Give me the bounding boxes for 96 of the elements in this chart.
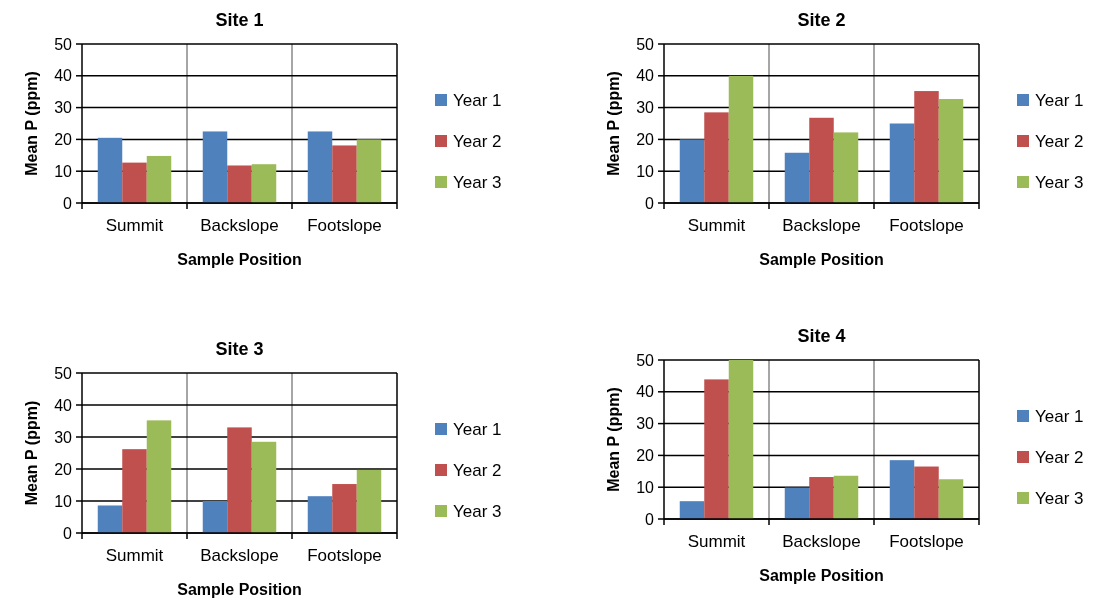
bar (938, 99, 964, 203)
y-axis-title: Mean P (ppm) (23, 71, 40, 176)
y-tick-label: 10 (636, 478, 655, 496)
bar (938, 479, 964, 519)
bar (332, 145, 357, 203)
y-tick-label: 50 (54, 364, 73, 382)
y-tick-label: 40 (636, 67, 655, 85)
y-tick-label: 50 (636, 35, 655, 53)
y-tick-label: 0 (63, 524, 73, 542)
x-tick-label: Backslope (782, 532, 861, 551)
legend-label: Year 1 (453, 419, 502, 439)
y-tick-label: 0 (63, 194, 73, 212)
x-tick-label: Footslope (307, 216, 382, 235)
bar (356, 469, 382, 533)
x-tick-label: Backslope (200, 216, 279, 235)
bar (307, 496, 333, 533)
legend-label: Year 3 (1035, 172, 1084, 192)
legend-label: Year 1 (1035, 406, 1084, 426)
x-tick-label: Summit (105, 216, 164, 235)
x-axis-title: Sample Position (759, 567, 884, 584)
bar (889, 123, 915, 203)
bar (202, 501, 228, 533)
bar (356, 139, 382, 203)
bar (97, 505, 123, 533)
bar (251, 164, 277, 203)
y-tick-label: 20 (54, 131, 73, 148)
x-tick-label: Summit (105, 546, 164, 565)
x-tick-label: Footslope (307, 546, 382, 565)
bar (122, 449, 147, 533)
legend-label: Year 3 (453, 501, 502, 521)
legend-label: Year 1 (453, 90, 502, 110)
bar (227, 165, 252, 203)
bar (307, 131, 333, 203)
bar (251, 441, 277, 533)
y-axis-title: Mean P (ppm) (605, 387, 622, 492)
legend-label: Year 2 (453, 131, 502, 151)
x-tick-label: Footslope (889, 532, 964, 551)
bar (704, 379, 729, 519)
y-tick-label: 50 (54, 35, 73, 53)
x-tick-label: Summit (687, 216, 746, 235)
y-tick-label: 50 (636, 351, 655, 369)
bar (809, 117, 834, 203)
bar (227, 427, 252, 533)
bar (728, 75, 754, 203)
bar (809, 477, 834, 519)
bar (784, 487, 810, 519)
y-tick-label: 20 (636, 131, 655, 148)
y-tick-label: 20 (636, 447, 655, 464)
y-tick-label: 30 (54, 428, 73, 446)
y-axis-title: Mean P (ppm) (23, 400, 40, 506)
y-tick-label: 30 (636, 415, 655, 433)
y-tick-label: 20 (54, 460, 73, 478)
y-tick-label: 10 (54, 492, 73, 510)
bar (833, 475, 859, 519)
y-tick-label: 10 (636, 162, 655, 180)
bar (146, 155, 172, 203)
chart-title: Site 1 (215, 10, 264, 30)
bar (146, 420, 172, 533)
legend-label: Year 2 (453, 460, 502, 480)
bar (122, 162, 147, 203)
y-tick-label: 30 (636, 99, 655, 117)
chart-title: Site 3 (215, 339, 264, 359)
legend-label: Year 2 (1035, 447, 1084, 467)
x-tick-label: Backslope (200, 546, 279, 565)
y-tick-label: 30 (54, 99, 73, 117)
bar (679, 139, 705, 203)
x-tick-label: Footslope (889, 216, 964, 235)
bar (914, 91, 939, 203)
bar (914, 466, 939, 519)
legend-label: Year 2 (1035, 131, 1084, 151)
x-axis-title: Sample Position (177, 251, 302, 268)
bar (784, 152, 810, 203)
x-axis-title: Sample Position (177, 581, 302, 598)
legend-label: Year 1 (1035, 90, 1084, 110)
bar (833, 132, 859, 203)
chart-title: Site 4 (797, 326, 846, 346)
x-tick-label: Summit (687, 532, 746, 551)
legend-label: Year 3 (453, 172, 502, 192)
y-tick-label: 0 (645, 194, 655, 212)
chart-title: Site 2 (797, 10, 846, 30)
bar (97, 137, 123, 203)
bar (728, 360, 754, 519)
y-tick-label: 40 (54, 396, 73, 414)
legend-label: Year 3 (1035, 488, 1084, 508)
y-tick-label: 10 (54, 162, 73, 180)
bar (332, 484, 357, 533)
bar (202, 131, 228, 203)
y-tick-label: 0 (645, 510, 655, 528)
y-tick-label: 40 (54, 67, 73, 85)
y-axis-title: Mean P (ppm) (605, 71, 622, 176)
y-tick-label: 40 (636, 383, 655, 401)
bar (889, 460, 915, 519)
bar (704, 112, 729, 203)
x-tick-label: Backslope (782, 216, 861, 235)
x-axis-title: Sample Position (759, 251, 884, 268)
bar (679, 501, 705, 519)
